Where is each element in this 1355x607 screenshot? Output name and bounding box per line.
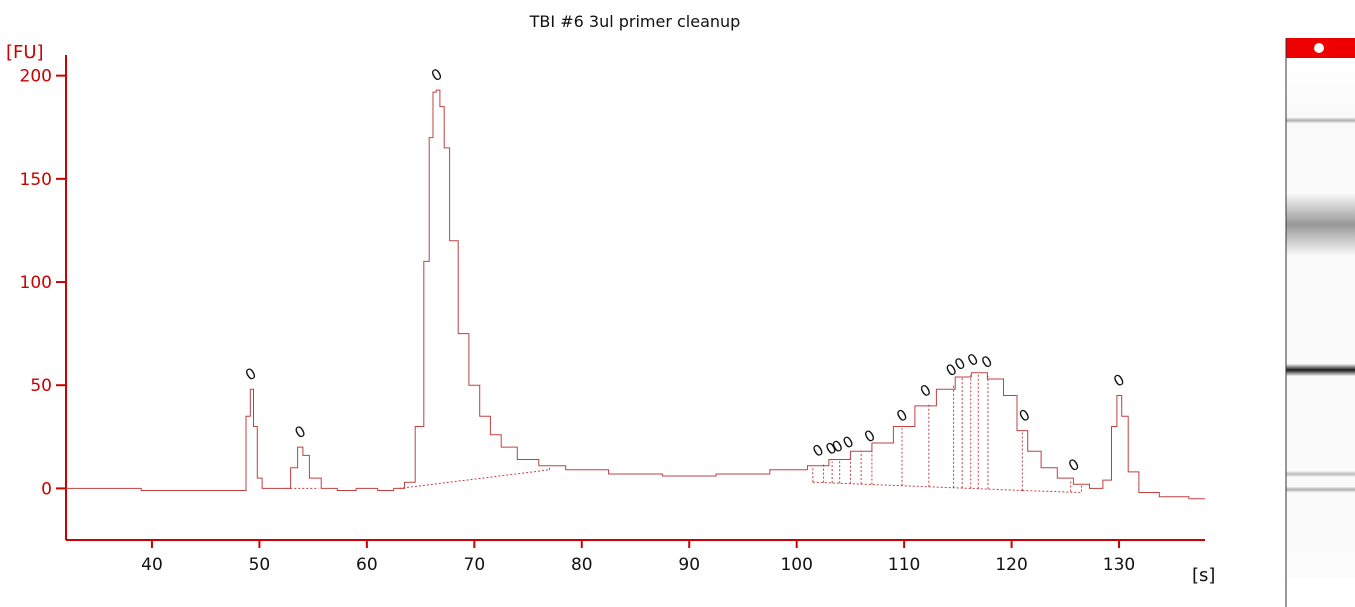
y-tick-label: 150 xyxy=(20,170,52,190)
peak-marker: 0 xyxy=(917,381,934,401)
gel-lane-body xyxy=(1286,58,1355,578)
chart-title: TBI #6 3ul primer cleanup xyxy=(529,12,741,31)
x-tick-label: 90 xyxy=(678,555,700,575)
x-tick-label: 60 xyxy=(356,555,378,575)
y-tick-label: 50 xyxy=(30,376,52,396)
x-axis-unit-label: [s] xyxy=(1192,565,1215,586)
peak-marker: 0 xyxy=(292,422,309,442)
axes: 0 50 100 150 200 40 50 60 70 80 90 100 110 120 130 xyxy=(20,55,1205,575)
y-tick-label: 100 xyxy=(20,273,52,293)
x-tick-label: 120 xyxy=(995,555,1027,575)
y-axis-unit-label: [FU] xyxy=(6,42,44,63)
peak-baseline xyxy=(812,481,1023,491)
x-tick-label: 70 xyxy=(464,555,486,575)
peak-marker: 0 xyxy=(893,405,910,425)
peak-baseline xyxy=(1022,489,1082,494)
x-tick-label: 50 xyxy=(249,555,271,575)
peak-marker: 0 xyxy=(428,65,445,85)
fluorescence-trace xyxy=(66,89,1205,500)
peak-marker: 0 xyxy=(242,364,259,384)
peak-marker: 0 xyxy=(1065,455,1082,475)
x-tick-label: 40 xyxy=(141,555,163,575)
peak-marker: 0 xyxy=(1110,370,1127,390)
gel-lane-image xyxy=(1285,38,1355,607)
gel-marker-dot xyxy=(1314,43,1324,53)
x-tick-label: 80 xyxy=(571,555,593,575)
peak-marker: 0 xyxy=(1016,405,1033,425)
peak-baseline-lines xyxy=(286,373,1082,494)
x-tick-label: 100 xyxy=(780,555,812,575)
y-tick-label: 0 xyxy=(41,479,52,499)
x-tick-label: 130 xyxy=(1103,555,1135,575)
peak-marker: 0 xyxy=(978,352,995,372)
peak-baseline xyxy=(399,469,550,489)
x-tick-label: 110 xyxy=(888,555,920,575)
y-tick-label: 200 xyxy=(20,67,52,87)
